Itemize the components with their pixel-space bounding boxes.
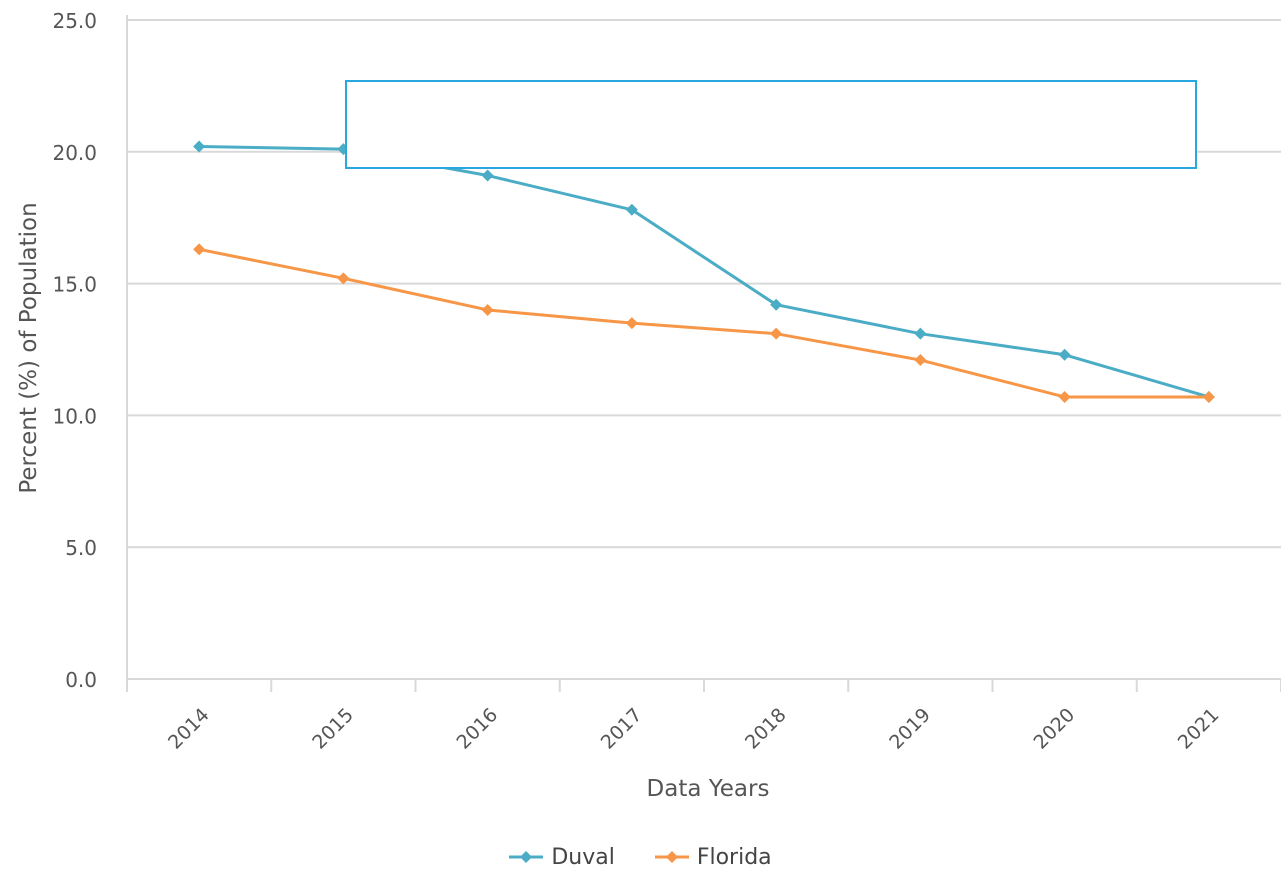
data-point-florida[interactable]	[770, 327, 783, 340]
x-tick-label: 2018	[741, 704, 791, 754]
x-axis-title: Data Years	[647, 776, 770, 802]
x-tick-label: 2016	[453, 704, 503, 754]
legend-marker-duval	[509, 851, 544, 863]
data-point-duval[interactable]	[770, 298, 783, 311]
legend-marker-florida	[654, 851, 689, 863]
x-tick-label: 2017	[597, 704, 647, 754]
data-point-florida[interactable]	[337, 272, 350, 285]
data-point-duval[interactable]	[914, 327, 927, 340]
data-point-florida[interactable]	[1058, 390, 1071, 403]
y-tick-label: 20.0	[52, 141, 97, 165]
legend-label-duval: Duval	[551, 844, 615, 870]
x-tick-label: 2020	[1030, 704, 1080, 754]
data-point-florida[interactable]	[481, 303, 494, 316]
series-line-duval	[199, 145, 1210, 399]
y-tick-label: 5.0	[65, 536, 97, 560]
data-point-duval[interactable]	[481, 169, 494, 182]
series-line-florida	[198, 247, 1209, 399]
series-lines	[193, 140, 1215, 403]
axis-labels: Percent (%) of Population Data Years	[16, 202, 769, 802]
x-tick-label: 2014	[164, 704, 214, 754]
x-tick-label: 2019	[885, 704, 935, 754]
y-tick-label: 15.0	[52, 273, 97, 297]
x-tick-label: 2021	[1174, 704, 1224, 754]
legend-item-florida[interactable]: Florida	[654, 844, 772, 870]
legend-label-florida: Florida	[696, 844, 772, 870]
data-point-duval[interactable]	[625, 203, 638, 216]
legend: Duval Florida	[0, 840, 1281, 874]
legend-item-duval[interactable]: Duval	[509, 845, 615, 870]
highlight-box	[345, 80, 1197, 169]
data-point-florida[interactable]	[625, 317, 638, 330]
y-axis-title: Percent (%) of Population	[16, 202, 42, 493]
data-point-duval[interactable]	[1058, 348, 1071, 361]
data-point-florida[interactable]	[1202, 390, 1215, 403]
y-tick-label: 10.0	[52, 404, 97, 428]
data-point-florida[interactable]	[193, 243, 206, 256]
y-tick-label: 0.0	[65, 668, 97, 692]
x-tick-label: 2015	[308, 704, 358, 754]
y-tick-label: 25.0	[52, 9, 97, 33]
data-point-duval[interactable]	[193, 140, 206, 153]
data-point-florida[interactable]	[914, 354, 927, 367]
